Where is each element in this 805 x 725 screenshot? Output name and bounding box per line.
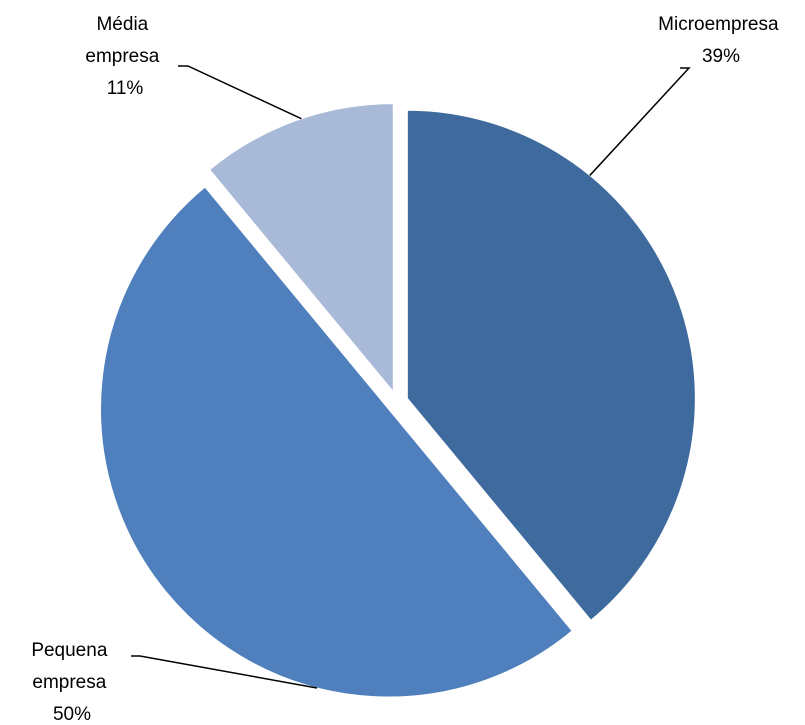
label-media-empresa-value: 11% (107, 78, 144, 99)
leader-line-m-dia-empresa (178, 65, 302, 120)
label-media-empresa: Média empresa 11% (85, 14, 164, 99)
label-pequena-empresa-line2: empresa (32, 672, 106, 693)
label-media-empresa-line2: empresa (85, 46, 159, 67)
leader-line-pequena-empresa (131, 655, 318, 689)
pie-slice-microempresa (406, 109, 696, 621)
pie-slice-m-dia-empresa (208, 103, 394, 394)
label-microempresa-name: Microempresa (658, 14, 779, 35)
label-microempresa: Microempresa 39% (658, 14, 784, 67)
label-pequena-empresa-line1: Pequena (31, 640, 108, 661)
pie-slice-pequena-empresa (100, 186, 573, 698)
leader-line-microempresa (589, 67, 691, 176)
label-media-empresa-line1: Média (96, 14, 148, 35)
leader-lines (131, 65, 691, 689)
pie-slices (100, 103, 696, 698)
label-pequena-empresa-value: 50% (53, 704, 91, 725)
label-pequena-empresa: Pequena empresa 50% (31, 640, 112, 725)
label-microempresa-value: 39% (702, 46, 740, 67)
